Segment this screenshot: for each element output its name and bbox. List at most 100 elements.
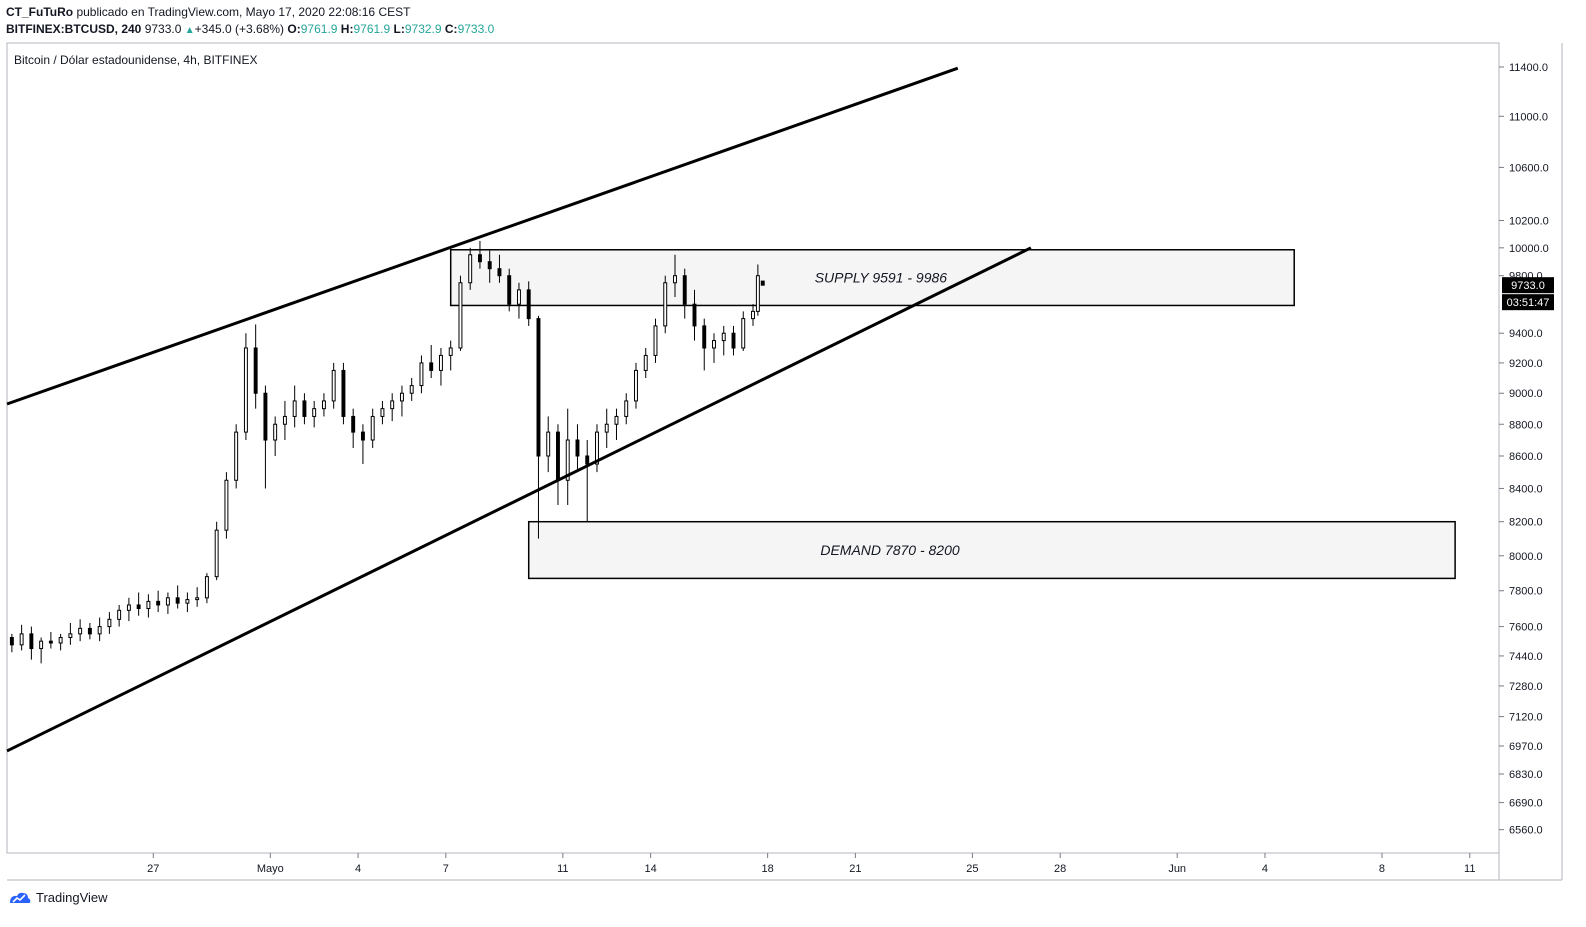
x-tick-label: 27 (147, 863, 159, 875)
candle-down (87, 627, 92, 635)
candle-down (731, 332, 736, 349)
candle-up (458, 282, 463, 349)
candle-up (97, 626, 102, 635)
y-tick-label: 6560.0 (1509, 825, 1543, 837)
y-tick-label: 8000.0 (1509, 551, 1543, 563)
y-tick-label: 7120.0 (1509, 712, 1543, 724)
y-tick-label: 7280.0 (1509, 681, 1543, 693)
tradingview-logo[interactable]: TradingView (8, 890, 108, 905)
candle-down (341, 369, 346, 417)
candle-down (429, 362, 434, 371)
candle-up (282, 415, 287, 425)
symbol-label: BITFINEX:BTCUSD, 240 (6, 22, 142, 36)
low-label: L: (393, 22, 405, 36)
y-tick-label: 9000.0 (1509, 388, 1543, 400)
y-tick-label: 6830.0 (1509, 769, 1543, 781)
plot-frame (6, 42, 1500, 854)
candle-up (292, 400, 297, 417)
candle-down (351, 415, 356, 433)
symbol-info: BITFINEX:BTCUSD, 240 9733.0 ▲+345.0 (+3.… (6, 22, 494, 36)
close-value: 9733.0 (457, 22, 495, 36)
candle-up (643, 354, 648, 371)
candle-up (243, 347, 248, 433)
candle-up (331, 369, 336, 402)
y-tick-label: 9200.0 (1509, 358, 1543, 370)
x-tick-label: 11 (1464, 863, 1475, 875)
candle-down (682, 275, 687, 305)
candle-up (224, 479, 229, 531)
y-tick-label: 8200.0 (1509, 517, 1543, 529)
y-tick-label: 7800.0 (1509, 586, 1543, 598)
x-tick-label: Mayo (257, 863, 284, 875)
open-value: 9761.9 (300, 22, 338, 36)
candle-up (721, 332, 726, 342)
candle-down (29, 633, 34, 650)
candle-down (497, 268, 502, 277)
y-tick-label: 6690.0 (1509, 798, 1543, 810)
candle-down (48, 640, 53, 644)
price-change: +345.0 (+3.68%) (194, 22, 285, 36)
low-value: 9732.9 (404, 22, 442, 36)
candle-down (175, 597, 180, 604)
x-tick-label: 18 (762, 863, 774, 875)
candle-up (195, 597, 200, 601)
y-tick-label: 10600.0 (1509, 162, 1549, 174)
candle-up (634, 369, 638, 402)
y-tick-label: 11400.0 (1509, 62, 1548, 74)
y-tick-label: 11000.0 (1509, 111, 1548, 123)
candle-down (760, 280, 765, 286)
candle-down (156, 600, 161, 606)
candle-up (399, 392, 404, 402)
candle-up (68, 633, 73, 639)
candle-up (380, 408, 385, 417)
x-tick-label: 28 (1054, 863, 1066, 875)
tradingview-logo-text: TradingView (36, 890, 108, 905)
x-tick-label: Jun (1168, 863, 1186, 875)
candle-up (234, 431, 239, 481)
candle-up (755, 275, 760, 312)
price-label-box (1502, 277, 1554, 294)
candle-down (360, 431, 365, 441)
candle-up (273, 423, 278, 441)
candle-up (78, 627, 83, 635)
candle-down (526, 289, 531, 320)
last-price: 9733.0 (144, 22, 182, 36)
candle-down (507, 275, 512, 305)
candle-down (136, 604, 141, 610)
candle-up (614, 415, 619, 425)
candle-up (419, 362, 424, 387)
candle-up (448, 347, 453, 356)
y-tick-label: 7440.0 (1509, 651, 1543, 663)
candle-down (487, 261, 492, 270)
close-label: C: (444, 22, 458, 36)
candle-up (107, 618, 112, 628)
candle-up (165, 597, 170, 606)
candle-up (624, 400, 629, 417)
publish-text: publicado en TradingView.com, Mayo 17, 2… (76, 5, 411, 19)
candle-up (146, 600, 151, 610)
price-label: 9733.0 (1511, 280, 1545, 292)
high-value: 9761.9 (353, 22, 391, 36)
lower-channel-line (6, 246, 1032, 753)
publish-info: CT_FuTuRo publicado en TradingView.com, … (6, 5, 410, 19)
candle-down (302, 400, 307, 417)
candle-down (692, 303, 697, 327)
high-label: H: (340, 22, 354, 36)
x-tick-label: 8 (1379, 863, 1385, 875)
up-arrow-icon: ▲ (184, 25, 195, 36)
candle-down (263, 392, 268, 441)
x-tick-label: 4 (355, 863, 361, 875)
candle-up (604, 423, 609, 433)
candle-up (516, 289, 521, 305)
candle-down (556, 431, 560, 481)
demand-zone-label: DEMAND 7870 - 8200 (820, 542, 960, 558)
y-tick-label: 6970.0 (1509, 741, 1543, 753)
candle-down (253, 347, 258, 394)
supply-zone (449, 249, 1295, 307)
y-tick-label: 8600.0 (1509, 451, 1543, 463)
author-name[interactable]: CT_FuTuRo (6, 5, 74, 19)
candle-up (390, 400, 395, 410)
candle-up (468, 254, 473, 284)
demand-zone (527, 520, 1456, 580)
